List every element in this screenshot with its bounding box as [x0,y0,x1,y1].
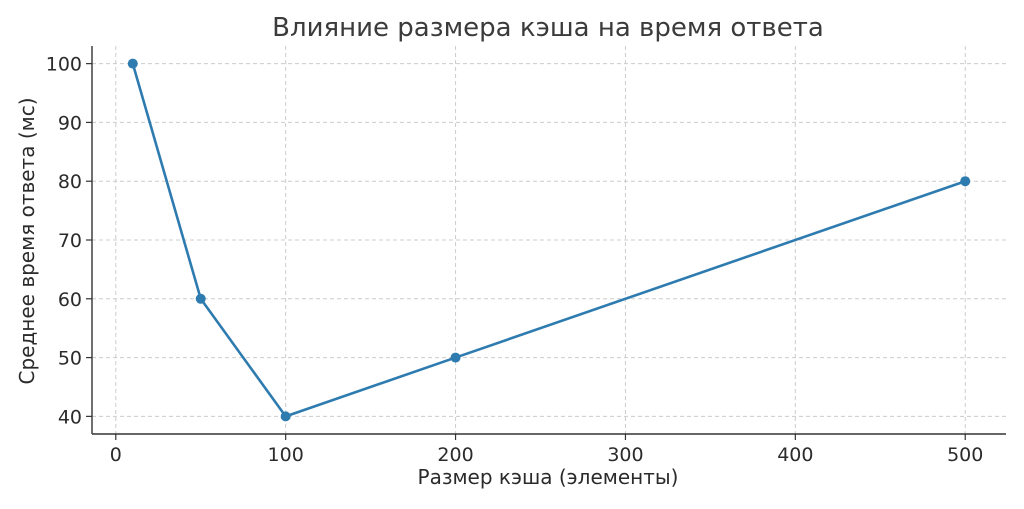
series-layer [127,58,971,422]
y-tick-label: 50 [58,348,82,370]
y-tick-label: 60 [58,289,82,311]
x-tick-label: 0 [110,444,122,466]
grid [92,46,1006,434]
data-point [195,293,206,304]
x-tick-label: 100 [268,444,304,466]
y-axis-label: Среднее время ответа (мс) [15,97,39,384]
x-tick-label: 400 [777,444,813,466]
x-tick-label: 300 [607,444,643,466]
y-tick-label: 70 [58,230,82,252]
data-point [960,176,971,187]
x-axis-label: Размер кэша (элементы) [418,465,679,489]
x-tick-label: 200 [437,444,473,466]
data-point [127,58,138,69]
data-point [450,352,461,363]
x-tick-label: 500 [947,444,983,466]
y-axis-ticks: 40 50 60 70 80 90 100 [46,54,92,428]
chart-title: Влияние размера кэша на время ответа [272,13,824,43]
data-point [280,411,291,422]
y-tick-label: 100 [46,54,82,76]
y-tick-label: 40 [58,406,82,428]
x-axis-ticks: 0 100 200 300 400 500 [110,434,983,466]
y-tick-label: 80 [58,171,82,193]
y-tick-label: 90 [58,112,82,134]
